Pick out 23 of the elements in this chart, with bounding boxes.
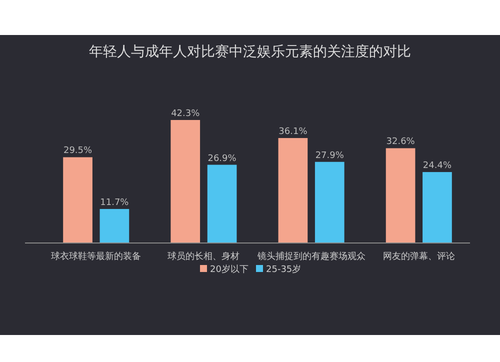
data-label: 27.9% xyxy=(315,150,344,161)
bar xyxy=(100,208,130,243)
bar xyxy=(170,120,200,243)
x-tick-label: 网友的弹幕、评论 xyxy=(382,251,455,262)
bar xyxy=(314,162,344,243)
bar xyxy=(207,164,237,243)
data-label: 24.4% xyxy=(422,161,452,172)
x-tick-label: 球员的长相、身材 xyxy=(168,251,240,262)
x-tick-label: 球衣球鞋等最新的装备 xyxy=(51,251,142,262)
x-tick-label: 镜头捕捉到的有趣赛场观众 xyxy=(256,251,366,262)
data-label: 11.7% xyxy=(100,198,130,208)
bar xyxy=(422,172,452,243)
legend-label: 25-35岁 xyxy=(266,264,302,275)
bar xyxy=(386,148,416,243)
data-label: 36.1% xyxy=(278,127,308,138)
legend-label: 20岁以下 xyxy=(210,264,248,275)
bar xyxy=(63,157,92,243)
data-label: 32.6% xyxy=(386,137,416,148)
data-label: 26.9% xyxy=(208,154,237,164)
bar xyxy=(278,138,308,243)
data-label: 42.3% xyxy=(171,109,200,119)
chart-title: 年轻人与成年人对比赛中泛娱乐元素的关注度的对比 xyxy=(89,44,411,60)
data-label: 29.5% xyxy=(63,146,93,156)
